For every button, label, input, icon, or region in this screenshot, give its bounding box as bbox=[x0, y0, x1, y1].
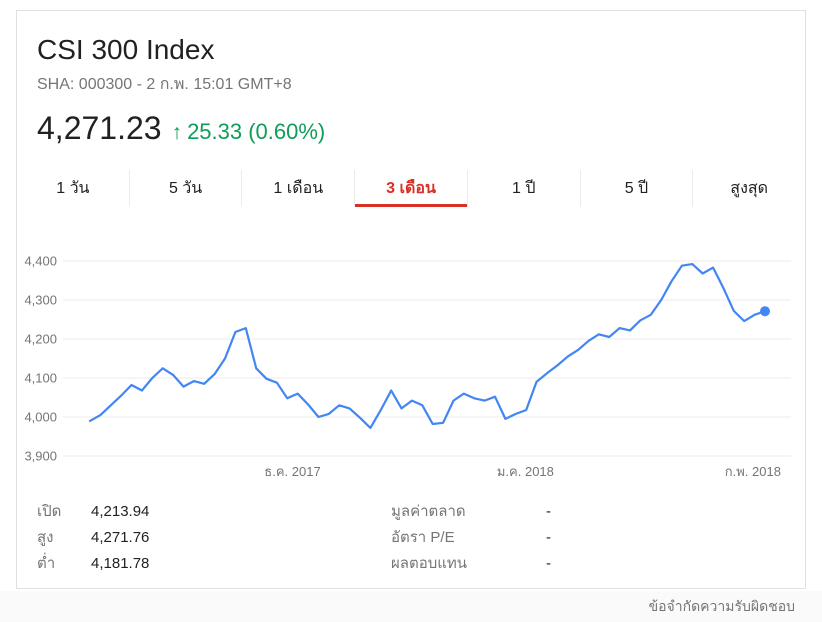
stat-high-value: 4,271.76 bbox=[91, 528, 150, 546]
footer-strip: ข้อจำกัดความรับผิดชอบ bbox=[0, 591, 822, 622]
stat-dividend-yield-value: - bbox=[546, 554, 551, 572]
disclaimer-link[interactable]: ข้อจำกัดความรับผิดชอบ bbox=[648, 597, 795, 614]
tab-1-day[interactable]: 1 วัน bbox=[17, 170, 130, 207]
stat-low-value: 4,181.78 bbox=[91, 554, 150, 572]
up-arrow-icon: ↑ bbox=[171, 121, 183, 144]
svg-text:ธ.ค. 2017: ธ.ค. 2017 bbox=[264, 464, 320, 479]
stat-market-cap: มูลค่าตลาด - bbox=[391, 498, 785, 524]
ticker-subtitle: SHA: 000300 - 2 ก.พ. 15:01 GMT+8 bbox=[37, 76, 292, 93]
stat-open-value: 4,213.94 bbox=[91, 502, 150, 520]
svg-text:4,100: 4,100 bbox=[24, 371, 57, 386]
svg-text:4,200: 4,200 bbox=[24, 332, 57, 347]
stat-low-label: ต่ำ bbox=[37, 555, 56, 572]
price-change: 25.33 (0.60%) bbox=[187, 119, 326, 144]
tab-1-month[interactable]: 1 เดือน bbox=[242, 170, 356, 207]
stat-market-cap-label: มูลค่าตลาด bbox=[391, 503, 466, 520]
range-tabs: 1 วัน 5 วัน 1 เดือน 3 เดือน 1 ปี 5 ปี สู… bbox=[17, 170, 805, 207]
svg-text:4,400: 4,400 bbox=[24, 254, 57, 269]
price-chart-svg: 4,400 4,300 4,200 4,100 4,000 3,900 ธ.ค. 2017 ม… bbox=[24, 254, 791, 479]
svg-text:3,900: 3,900 bbox=[24, 449, 57, 464]
stat-high: สูง 4,271.76 bbox=[37, 524, 391, 550]
stats-column-left: เปิด 4,213.94 สูง 4,271.76 ต่ำ 4,181.78 bbox=[37, 498, 391, 576]
stat-high-label: สูง bbox=[37, 529, 54, 546]
stat-pe-ratio-label: อัตรา P/E bbox=[391, 529, 455, 546]
finance-widget-card: CSI 300 Index SHA: 000300 - 2 ก.พ. 15:01… bbox=[16, 10, 806, 589]
stat-open: เปิด 4,213.94 bbox=[37, 498, 391, 524]
svg-text:ก.พ. 2018: ก.พ. 2018 bbox=[725, 464, 781, 479]
index-title: CSI 300 Index bbox=[37, 34, 215, 65]
svg-text:ม.ค. 2018: ม.ค. 2018 bbox=[497, 464, 554, 479]
stat-dividend-yield-label: ผลตอบแทน bbox=[391, 555, 468, 572]
stats-table: เปิด 4,213.94 สูง 4,271.76 ต่ำ 4,181.78 … bbox=[17, 482, 805, 576]
quote-row: 4,271.23 ↑ 25.33 (0.60%) bbox=[37, 109, 785, 152]
stat-dividend-yield: ผลตอบแทน - bbox=[391, 550, 785, 576]
tab-3-month[interactable]: 3 เดือน bbox=[355, 170, 468, 207]
stat-open-label: เปิด bbox=[37, 503, 62, 520]
stat-pe-ratio-value: - bbox=[546, 528, 551, 546]
stat-low: ต่ำ 4,181.78 bbox=[37, 550, 391, 576]
tab-1-year[interactable]: 1 ปี bbox=[468, 170, 581, 207]
tab-5-year[interactable]: 5 ปี bbox=[581, 170, 694, 207]
current-price: 4,271.23 bbox=[37, 110, 162, 146]
stat-pe-ratio: อัตรา P/E - bbox=[391, 524, 785, 550]
svg-text:4,300: 4,300 bbox=[24, 293, 57, 308]
stat-market-cap-value: - bbox=[546, 502, 551, 520]
price-chart[interactable]: 4,400 4,300 4,200 4,100 4,000 3,900 ธ.ค. 2017 ม… bbox=[17, 210, 805, 482]
stats-column-right: มูลค่าตลาด - อัตรา P/E - ผลตอบแทน - bbox=[391, 498, 785, 576]
latest-price-dot bbox=[760, 306, 770, 317]
svg-text:4,000: 4,000 bbox=[24, 410, 57, 425]
tab-max[interactable]: สูงสุด bbox=[730, 180, 769, 197]
tab-5-day[interactable]: 5 วัน bbox=[130, 170, 243, 207]
quote-header: CSI 300 Index SHA: 000300 - 2 ก.พ. 15:01… bbox=[17, 11, 805, 152]
